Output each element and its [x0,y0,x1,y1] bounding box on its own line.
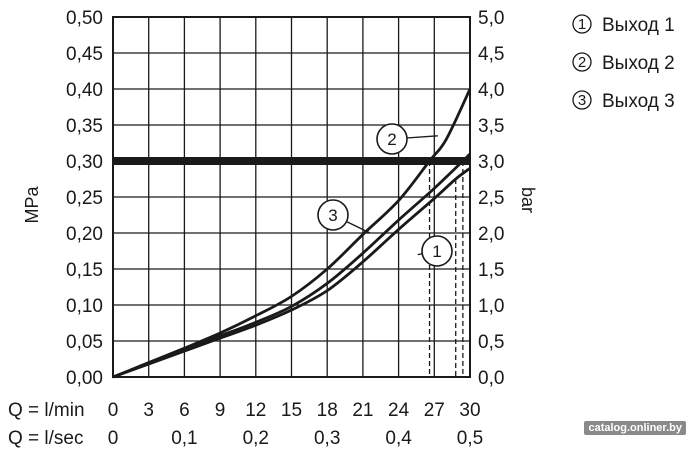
legend-marker-1 [572,14,592,34]
callout-circle-3 [317,199,349,231]
y-left-tick-label: 0,10 [66,296,103,317]
y-right-tick-label: 4,0 [478,80,504,101]
x-lsec-tick-label: 0,2 [243,428,269,449]
legend-number-2: 2 [578,54,586,71]
x-lmin-tick-label: 30 [459,400,480,421]
x-lsec-tick-label: 0,4 [385,428,412,449]
x-lsec-tick-label: 0,3 [314,428,340,449]
grid [113,17,470,377]
x-lmin-tick-label: 0 [108,400,119,421]
y-left-tick-label: 0,50 [66,8,103,29]
x-lsec-tick-label: 0,5 [457,428,483,449]
callout-circle-1 [421,235,453,267]
y-left-tick-label: 0,20 [66,224,103,245]
y-right-tick-label: 5,0 [478,8,504,29]
y-left-title: MPa [22,186,42,224]
x-lmin-tick-label: 27 [424,400,445,421]
drop-lines [428,161,464,377]
y-right-tick-label: 4,5 [478,44,504,65]
y-left-tick-label: 0,00 [66,368,103,389]
x-lsec-tick-label: 0 [108,428,119,449]
y-right-title: bar [518,187,538,213]
y-right-tick-label: 0,5 [478,332,504,353]
legend-marker-2 [572,52,592,72]
x-lmin-tick-label: 3 [143,400,154,421]
y-left-tick-label: 0,15 [66,260,103,281]
y-left-tick-label: 0,40 [66,80,103,101]
x-lmin-tick-label: 18 [317,400,338,421]
y-left-tick-label: 0,25 [66,188,103,209]
x-lmin-tick-label: 15 [281,400,302,421]
legend-label-2: Выход 2 [602,53,675,74]
x-lmin-tick-label: 21 [352,400,373,421]
x-ticks: 0 3 6 9 12 15 18 21 24 27 30 0 0,1 0,2 0,3 0,4 0,5 [108,400,484,449]
y-right-tick-label: 2,0 [478,224,504,245]
watermark: catalog.onliner.by [584,421,686,435]
legend-number-3: 3 [578,92,586,109]
y-right-tick-label: 3,5 [478,116,504,137]
x-lmin-tick-label: 24 [388,400,410,421]
legend-marker-3 [572,90,592,110]
callout-number-3: 3 [328,206,337,225]
callout-circle-2 [376,123,408,155]
callout-number-2: 2 [387,130,396,149]
series-lines [112,88,472,379]
y-right-tick-label: 3,0 [478,152,504,173]
y-right-tick-label: 2,5 [478,188,504,209]
y-left-tick-label: 0,30 [66,152,103,173]
legend-number-1: 1 [578,16,586,33]
y-right-tick-label: 1,0 [478,296,504,317]
x-lsec-tick-label: 0,1 [171,428,197,449]
x-lmin-tick-label: 12 [245,400,266,421]
y-right-ticks: 0,0 0,5 1,0 1,5 2,0 2,5 3,0 3,5 4,0 4,5 5,0 [478,8,504,389]
x-row-lmin-label: Q = l/min [8,400,85,421]
plot-frame [112,16,471,378]
legend-label-1: Выход 1 [602,15,675,36]
y-left-tick-label: 0,05 [66,332,103,353]
series-line-3 [112,152,472,379]
x-lmin-tick-label: 6 [179,400,190,421]
y-left-tick-label: 0,45 [66,44,103,65]
x-row-lsec-label: Q = l/sec [8,428,84,449]
callout-number-1: 1 [432,242,441,261]
callouts: 1 2 3 [317,123,453,267]
y-right-tick-label: 0,0 [478,368,504,389]
y-left-ticks: 0,00 0,05 0,10 0,15 0,20 0,25 0,30 0,35 0,40 0,45… [66,8,103,389]
legend: 1 Выход 1 2 Выход 2 3 Выход 3 [572,14,675,112]
y-left-tick-label: 0,35 [66,116,103,137]
x-lmin-tick-label: 9 [215,400,226,421]
legend-label-3: Выход 3 [602,91,675,112]
y-right-tick-label: 1,5 [478,260,504,281]
